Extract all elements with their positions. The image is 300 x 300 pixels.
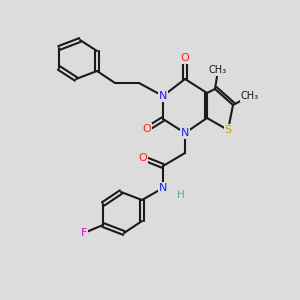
- Text: O: O: [139, 153, 147, 163]
- Text: H: H: [177, 190, 185, 200]
- Text: N: N: [159, 91, 167, 101]
- Text: N: N: [181, 128, 189, 138]
- Text: CH₃: CH₃: [241, 91, 259, 101]
- Text: O: O: [142, 124, 152, 134]
- Text: S: S: [224, 125, 232, 135]
- Text: F: F: [81, 228, 87, 238]
- Text: CH₃: CH₃: [209, 65, 227, 75]
- Text: O: O: [181, 53, 189, 63]
- Text: N: N: [159, 183, 167, 193]
